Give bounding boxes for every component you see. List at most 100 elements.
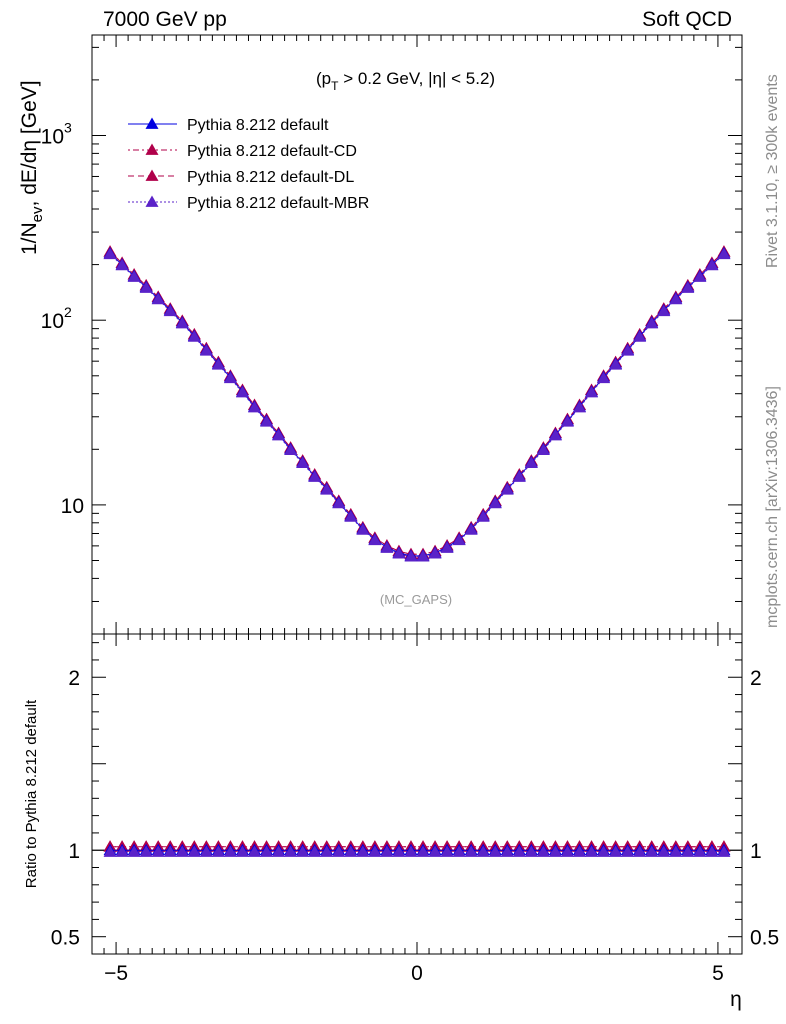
- data-point: [248, 401, 261, 413]
- ratio-data-point: [115, 845, 129, 857]
- data-point: [175, 316, 189, 329]
- data-point: [512, 470, 526, 482]
- ratio-data-point: [693, 845, 707, 857]
- ratio-y-tick-label-right: 2: [750, 667, 762, 690]
- data-point: [705, 258, 719, 271]
- data-point: [404, 550, 418, 562]
- data-point: [464, 523, 478, 535]
- cut-label: (pT > 0.2 GeV, |η| < 5.2): [316, 69, 495, 93]
- series-line: [109, 251, 725, 555]
- ratio-data-point: [284, 845, 298, 857]
- data-point: [548, 428, 562, 441]
- ratio-data-point: [368, 845, 382, 857]
- top-left-label: 7000 GeV pp: [103, 8, 227, 31]
- ratio-y-tick-label: 0.5: [51, 927, 80, 950]
- series-line: [109, 251, 725, 555]
- data-point: [151, 292, 165, 305]
- data-point: [115, 258, 129, 271]
- data-point: [320, 483, 334, 495]
- ratio-data-point: [536, 845, 550, 857]
- y-tick-label: 10: [61, 495, 84, 518]
- ratio-y-tick-label: 2: [68, 667, 80, 690]
- y-tick-label: 10: [41, 310, 64, 333]
- data-point: [127, 270, 141, 282]
- ratio-data-point: [248, 845, 261, 857]
- ratio-data-point: [392, 845, 406, 857]
- ratio-data-point: [344, 845, 358, 857]
- ratio-data-point: [175, 845, 189, 857]
- ratio-data-point: [476, 845, 490, 857]
- data-point: [693, 270, 707, 282]
- legend-label: Pythia 8.212 default-MBR: [187, 195, 369, 212]
- data-point: [476, 510, 490, 522]
- legend-label: Pythia 8.212 default-CD: [187, 143, 357, 160]
- data-point: [645, 316, 659, 329]
- ratio-y-tick-label-right: 0.5: [750, 927, 779, 950]
- data-point: [380, 541, 394, 553]
- ratio-data-point: [428, 845, 442, 857]
- data-point: [633, 330, 647, 342]
- y-axis-label: 1/Nev, dE/dη [GeV]: [18, 80, 46, 255]
- data-point: [356, 523, 370, 535]
- ratio-data-point: [103, 845, 117, 857]
- data-point: [609, 358, 623, 370]
- ratio-data-point: [187, 845, 201, 857]
- data-point: [223, 371, 237, 384]
- data-point: [428, 547, 442, 559]
- ratio-data-point: [320, 845, 334, 857]
- ratio-y-tick-label-right: 1: [750, 840, 762, 863]
- ratio-data-point: [332, 845, 346, 857]
- data-point: [573, 401, 586, 413]
- ratio-data-point: [621, 845, 635, 857]
- ratio-y-axis-label: Ratio to Pythia 8.212 default: [23, 699, 40, 888]
- ratio-panel: −5 0 5η 0.5 0.5 1 1 2 2 Ratio to Pythia 8.212 def…: [23, 35, 779, 1011]
- ratio-data-point: [573, 845, 586, 857]
- legend-label: Pythia 8.212 default-DL: [187, 169, 354, 186]
- data-point: [621, 344, 635, 356]
- data-point: [392, 547, 406, 559]
- ratio-data-point: [717, 845, 731, 857]
- data-point: [585, 386, 599, 398]
- ratio-data-point: [199, 845, 213, 857]
- data-point: [488, 496, 502, 509]
- analysis-watermark: (MC_GAPS): [380, 592, 452, 607]
- data-point: [260, 415, 274, 427]
- ratio-data-point: [404, 845, 418, 857]
- data-point: [597, 371, 611, 384]
- ratio-data-point: [452, 845, 466, 857]
- data-point: [452, 533, 466, 546]
- legend-marker: [145, 195, 159, 207]
- data-point: [308, 470, 322, 482]
- ratio-data-point: [464, 845, 478, 857]
- data-point: [560, 415, 574, 427]
- ratio-data-point: [488, 845, 502, 857]
- data-point: [681, 281, 695, 293]
- ratio-y-tick-label: 1: [68, 840, 80, 863]
- y-tick-label: 10: [41, 125, 64, 148]
- ratio-data-point: [585, 845, 599, 857]
- ratio-data-point: [657, 845, 671, 857]
- legend-marker: [145, 169, 159, 181]
- y-tick-exponent: 2: [64, 304, 72, 320]
- ratio-data-point: [139, 845, 153, 857]
- x-tick-label: 5: [712, 962, 724, 985]
- ratio-data-point: [633, 845, 647, 857]
- ratio-data-point: [560, 845, 574, 857]
- legend-label: Pythia 8.212 default: [187, 117, 329, 134]
- data-point: [235, 386, 249, 398]
- data-point: [657, 304, 671, 317]
- data-point: [500, 483, 514, 495]
- ratio-data-point: [500, 845, 514, 857]
- data-point: [440, 541, 454, 553]
- data-point: [199, 344, 213, 356]
- series-line: [109, 253, 725, 558]
- ratio-frame: [91, 633, 743, 955]
- top-right-label: Soft QCD: [642, 8, 732, 31]
- ratio-data-point: [308, 845, 322, 857]
- data-point: [536, 443, 550, 455]
- ratio-data-point: [512, 845, 526, 857]
- data-point: [296, 456, 310, 469]
- ratio-data-point: [260, 845, 274, 857]
